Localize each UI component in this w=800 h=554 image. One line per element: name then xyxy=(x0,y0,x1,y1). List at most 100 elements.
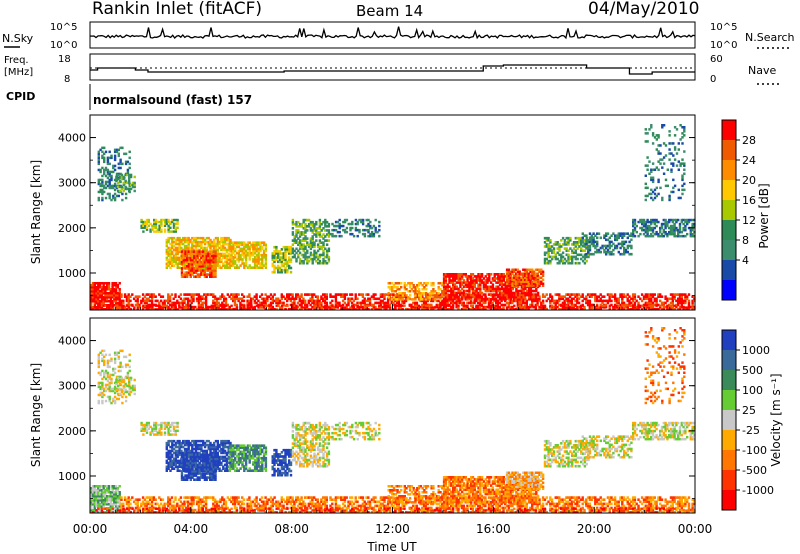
power-cell xyxy=(273,250,276,253)
power-cell xyxy=(109,290,112,293)
power-cell xyxy=(271,270,274,274)
power-cell xyxy=(403,301,406,305)
power-cell xyxy=(170,305,174,309)
power-cell xyxy=(683,168,686,171)
power-cell xyxy=(617,307,620,311)
power-cell xyxy=(222,238,225,242)
power-cell xyxy=(113,158,117,162)
power-cell xyxy=(448,304,451,307)
power-cell xyxy=(233,295,237,298)
power-cell xyxy=(203,248,207,252)
nave-tick-bottom: 0 xyxy=(710,74,716,85)
power-cell xyxy=(421,292,424,295)
power-cell xyxy=(367,230,370,234)
power-cell xyxy=(400,292,403,295)
power-cell xyxy=(659,144,662,147)
power-cell xyxy=(368,301,372,305)
power-cell xyxy=(594,295,597,298)
power-cell xyxy=(101,184,104,188)
power-cell xyxy=(316,257,320,261)
power-cell xyxy=(104,180,108,184)
power-cell xyxy=(197,297,201,301)
power-cell xyxy=(183,238,187,242)
power-cell xyxy=(113,304,116,307)
power-cell xyxy=(163,224,167,227)
power-cell xyxy=(302,299,305,303)
power-cell xyxy=(286,297,289,301)
power-cell xyxy=(354,295,357,298)
power-cell xyxy=(103,156,106,160)
power-cell xyxy=(370,234,374,238)
power-cell xyxy=(340,305,343,309)
power-cell xyxy=(171,258,174,262)
power-cell xyxy=(423,298,426,301)
power-cell xyxy=(300,261,304,265)
power-cell xyxy=(588,299,592,303)
power-cell xyxy=(237,249,240,253)
power-cell xyxy=(397,293,401,296)
power-cell xyxy=(381,305,384,309)
power-cell xyxy=(403,286,406,289)
power-cell xyxy=(200,240,203,244)
power-cell xyxy=(655,297,658,301)
power-cell xyxy=(246,266,250,269)
power-cell xyxy=(309,229,313,232)
power-cell xyxy=(350,307,354,311)
power-cell xyxy=(167,295,170,298)
power-cell xyxy=(193,250,196,253)
power-cell xyxy=(128,175,131,179)
power-cell xyxy=(189,246,192,250)
power-cell xyxy=(115,194,119,198)
power-cell xyxy=(660,307,664,311)
power-cell xyxy=(136,295,139,298)
power-cell xyxy=(204,301,208,305)
power-cell xyxy=(124,162,128,166)
power-cell xyxy=(246,295,249,298)
power-cell xyxy=(95,290,98,293)
power-cell xyxy=(297,253,300,257)
power-cell xyxy=(184,258,187,262)
power-cell xyxy=(441,284,444,287)
power-cell xyxy=(104,288,107,291)
power-cell xyxy=(203,297,206,301)
power-cell xyxy=(651,132,655,135)
power-cell xyxy=(237,293,240,296)
power-cell xyxy=(248,241,251,244)
power-cell xyxy=(516,301,519,305)
power-cell xyxy=(442,277,446,280)
power-cell xyxy=(659,162,662,165)
power-cell xyxy=(583,305,586,309)
power-cell xyxy=(684,299,687,303)
power-cell xyxy=(444,299,447,303)
power-cell xyxy=(622,295,626,298)
power-cell xyxy=(536,299,539,303)
power-cell xyxy=(220,254,223,258)
power-cell xyxy=(327,257,331,261)
power-cell xyxy=(693,295,696,298)
power-cell xyxy=(320,306,323,309)
power-cell xyxy=(387,282,390,285)
power-cell xyxy=(302,239,305,242)
power-cell xyxy=(298,243,302,246)
power-cell xyxy=(668,194,671,198)
power-cell xyxy=(241,305,244,309)
power-cell xyxy=(334,220,338,224)
power-cell xyxy=(244,307,247,311)
power-cell xyxy=(318,227,322,230)
power-cell xyxy=(549,301,552,305)
power-cell xyxy=(374,297,377,301)
power-cell xyxy=(527,305,530,309)
power-cell xyxy=(172,224,176,227)
power-cell xyxy=(167,293,170,296)
power-cell xyxy=(621,299,624,303)
power-cell xyxy=(165,264,168,267)
power-cell xyxy=(511,301,514,305)
power-cell xyxy=(264,253,268,257)
power-cell xyxy=(322,299,325,303)
power-cell xyxy=(180,271,184,274)
power-cell xyxy=(426,298,430,301)
power-cell xyxy=(414,288,417,291)
power-cell xyxy=(124,173,127,177)
power-cell xyxy=(174,230,177,233)
power-cell xyxy=(99,148,102,152)
